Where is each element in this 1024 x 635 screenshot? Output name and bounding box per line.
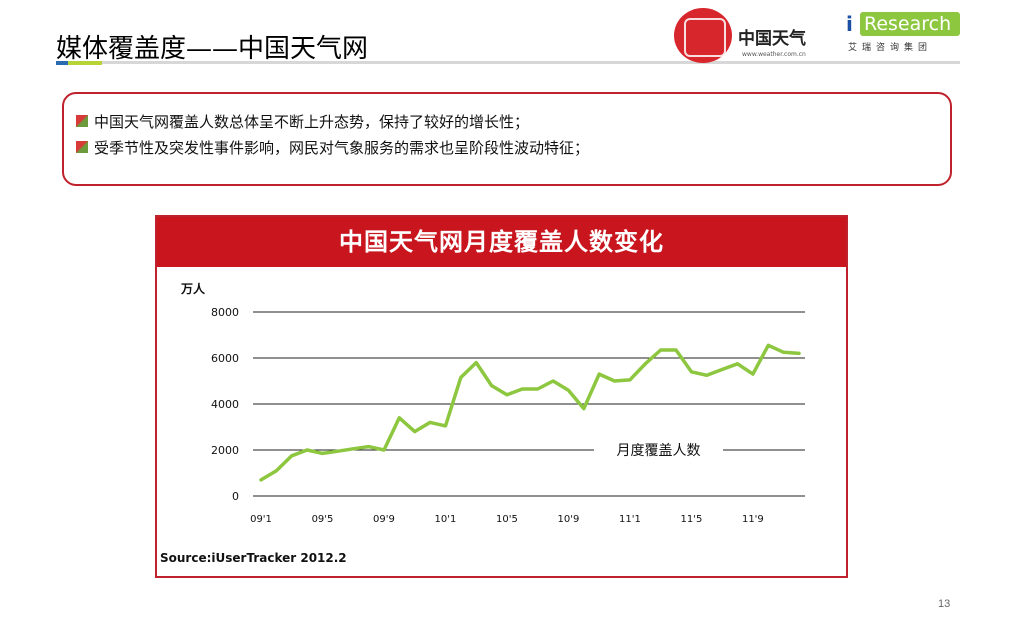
y-tick-label: 4000	[211, 398, 239, 411]
bullet-square-icon	[76, 115, 88, 127]
summary-item: 受季节性及突发性事件影响，网民对气象服务的需求也呈阶段性波动特征；	[76, 134, 589, 160]
weather-logo-url: www.weather.com.cn	[742, 51, 806, 58]
x-tick-label: 09'5	[312, 514, 334, 525]
y-tick-label: 0	[232, 490, 239, 503]
summary-item: 中国天气网覆盖人数总体呈不断上升态势，保持了较好的增长性；	[76, 108, 589, 134]
weather-logo-name: 中国天气	[738, 29, 806, 49]
iresearch-logo-text: Research	[860, 12, 960, 36]
iresearch-logo-subtitle: 艾瑞咨询集团	[848, 43, 933, 53]
chart-title: 中国天气网月度覆盖人数变化	[157, 217, 846, 267]
x-tick-label: 11'5	[680, 514, 702, 525]
x-tick-label: 10'1	[435, 514, 457, 525]
series-line	[259, 343, 801, 482]
y-tick-label: 2000	[211, 444, 239, 457]
chart-panel: 中国天气网月度覆盖人数变化 万人 0 2000 4000 6000 8000 09'1 09'…	[155, 215, 848, 578]
legend-label: 月度覆盖人数	[617, 443, 701, 459]
summary-item-text: 受季节性及突发性事件影响，网民对气象服务的需求也呈阶段性波动特征；	[94, 138, 590, 157]
line-chart: 万人 0 2000 4000 6000 8000 09'1 09'5 09'9 10'1 10'5 1…	[180, 281, 805, 525]
x-tick-label: 11'9	[742, 514, 764, 525]
iresearch-logo: i Research 艾瑞咨询集团	[842, 10, 962, 60]
weather-china-logo: 中国天气 www.weather.com.cn	[672, 8, 832, 63]
x-tick-label: 11'1	[619, 514, 641, 525]
y-axis-label: 万人	[180, 281, 206, 296]
y-tick-label: 8000	[211, 306, 239, 319]
summary-box: 中国天气网覆盖人数总体呈不断上升态势，保持了较好的增长性； 受季节性及突发性事件…	[62, 92, 952, 186]
x-tick-label: 10'5	[496, 514, 518, 525]
bullet-square-icon	[76, 141, 88, 153]
title-underline	[56, 61, 960, 64]
iresearch-logo-i: i	[846, 12, 853, 36]
title-underline-accent-blue	[56, 61, 68, 65]
x-tick-label: 09'1	[250, 514, 272, 525]
page-number: 13	[938, 598, 951, 610]
page-title: 媒体覆盖度——中国天气网	[56, 34, 369, 64]
chart-source: Source:iUserTracker 2012.2	[160, 551, 347, 565]
y-tick-label: 6000	[211, 352, 239, 365]
x-tick-label: 10'9	[558, 514, 580, 525]
summary-item-text: 中国天气网覆盖人数总体呈不断上升态势，保持了较好的增长性；	[94, 112, 530, 131]
title-underline-accent-green	[68, 61, 102, 65]
weather-seal-icon	[674, 8, 732, 63]
summary-list: 中国天气网覆盖人数总体呈不断上升态势，保持了较好的增长性； 受季节性及突发性事件…	[76, 108, 589, 160]
x-tick-label: 09'9	[373, 514, 395, 525]
